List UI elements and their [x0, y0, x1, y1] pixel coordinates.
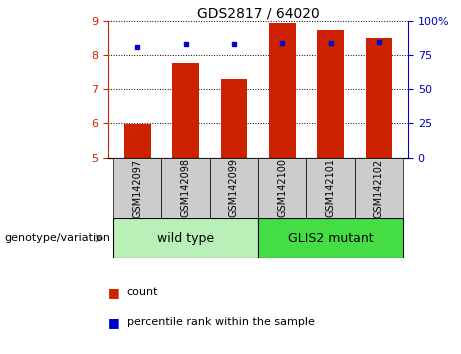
- Bar: [113, 218, 258, 258]
- Bar: [269, 23, 296, 158]
- Bar: [172, 63, 199, 158]
- Bar: [258, 158, 307, 218]
- Text: GSM142102: GSM142102: [374, 158, 384, 218]
- Text: ■: ■: [108, 286, 124, 298]
- Text: genotype/variation: genotype/variation: [5, 233, 111, 244]
- Bar: [307, 158, 355, 218]
- Text: percentile rank within the sample: percentile rank within the sample: [127, 317, 315, 327]
- Bar: [355, 158, 403, 218]
- Text: wild type: wild type: [157, 232, 214, 245]
- Text: GSM142098: GSM142098: [181, 159, 191, 217]
- Text: ■: ■: [108, 316, 124, 329]
- Bar: [124, 124, 151, 158]
- Text: GSM142100: GSM142100: [278, 159, 287, 217]
- Bar: [161, 158, 210, 218]
- Bar: [366, 38, 392, 158]
- Bar: [317, 30, 344, 158]
- Title: GDS2817 / 64020: GDS2817 / 64020: [197, 6, 319, 20]
- Text: GSM142099: GSM142099: [229, 159, 239, 217]
- Bar: [113, 158, 161, 218]
- Bar: [258, 218, 403, 258]
- Text: GLIS2 mutant: GLIS2 mutant: [288, 232, 373, 245]
- Text: GSM142101: GSM142101: [325, 159, 336, 217]
- Text: GSM142097: GSM142097: [132, 158, 142, 218]
- Bar: [221, 79, 247, 158]
- Text: count: count: [127, 287, 158, 297]
- Bar: [210, 158, 258, 218]
